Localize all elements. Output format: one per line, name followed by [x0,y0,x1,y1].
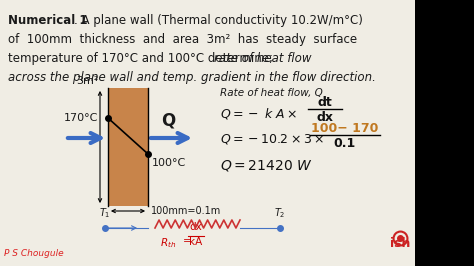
Text: 3m²: 3m² [77,76,99,86]
Bar [0,0,415,266]
Text: Rate of heat flow, Q: Rate of heat flow, Q [220,88,323,98]
Text: . A plane wall (Thermal conductivity 10.2W/m°C): . A plane wall (Thermal conductivity 10.… [74,14,363,27]
Text: of  100mm  thickness  and  area  3m²  has  steady  surface: of 100mm thickness and area 3m² has stea… [8,33,357,46]
Text: =: = [183,236,192,246]
Text: P S Chougule: P S Chougule [4,249,64,258]
Text: $Q = -\ k\ A \times$: $Q = -\ k\ A \times$ [220,106,298,121]
Text: $T_2$: $T_2$ [274,206,286,220]
Text: across the plane wall and temp. gradient in the flow direction.: across the plane wall and temp. gradient… [8,71,376,84]
Text: $Q = -10.2 \times 3 \times$: $Q = -10.2 \times 3 \times$ [220,132,324,146]
Text: kA: kA [190,237,202,247]
Text: 100mm=0.1m: 100mm=0.1m [151,206,221,216]
Text: Q: Q [161,112,175,130]
Text: 0.1: 0.1 [334,137,356,150]
Text: dx: dx [317,111,334,124]
Text: $R_{th}$: $R_{th}$ [160,236,176,250]
Text: temperature of 170°C and 100°C determine;: temperature of 170°C and 100°C determine… [8,52,277,65]
Text: $T_1$: $T_1$ [99,206,111,220]
Text: Numerical 1: Numerical 1 [8,14,88,27]
Text: 100− 170: 100− 170 [311,122,379,135]
Text: dt: dt [318,96,332,109]
Bar [108,88,148,206]
Text: rate of heat flow: rate of heat flow [214,52,311,65]
Text: $Q = 21420\ W$: $Q = 21420\ W$ [220,158,313,173]
Text: 100°C: 100°C [152,158,186,168]
Text: dx: dx [190,222,202,232]
Text: ish: ish [390,237,410,250]
Text: 170°C: 170°C [64,113,98,123]
